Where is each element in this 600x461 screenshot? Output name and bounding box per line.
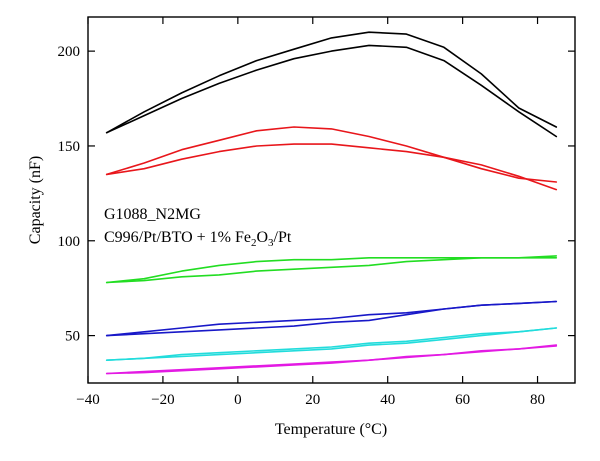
x-tick-labels: −40 −20 0 20 40 60 80	[76, 392, 545, 408]
annotation-stack-part3: /Pt	[274, 229, 292, 246]
annotation-stack: C996/Pt/BTO + 1% Fe2O3/Pt	[104, 229, 292, 249]
x-tick-label: 20	[305, 392, 320, 408]
y-axis-label: Capacity (nF)	[27, 156, 44, 244]
series-line-8	[105, 300, 558, 337]
annotation-stack-sub1: 2	[251, 237, 257, 249]
series-line-3	[105, 126, 558, 183]
y-tick-label: 100	[58, 234, 81, 250]
series-line-5	[105, 255, 558, 284]
series-line-2	[105, 44, 558, 138]
annotation-stack-part1: C996/Pt/BTO + 1% Fe	[104, 229, 251, 246]
y-tick-label: 200	[58, 44, 81, 60]
series-line-6	[105, 256, 558, 284]
axis-ticks	[87, 17, 575, 383]
y-tick-labels: 50 100 150 200	[58, 44, 81, 344]
y-tick-label: 150	[58, 139, 81, 155]
annotation-stack-sub2: 3	[268, 237, 274, 249]
series-line-12	[105, 345, 558, 375]
series-line-9	[105, 327, 558, 362]
x-tick-label: 80	[530, 392, 545, 408]
x-tick-label: −40	[76, 392, 99, 408]
series-line-10	[105, 327, 558, 362]
series-line-7	[105, 300, 558, 337]
plot-frame	[87, 16, 576, 384]
x-tick-label: −20	[151, 392, 174, 408]
annotation-sample-id: G1088_N2MG	[104, 206, 201, 223]
series-line-4	[105, 143, 558, 191]
series-line-11	[105, 344, 558, 375]
x-axis-label: Temperature (°C)	[275, 421, 387, 438]
y-tick-label: 50	[65, 329, 80, 345]
annotation-stack-part2: O	[256, 229, 268, 246]
series-line-1	[105, 31, 558, 134]
x-tick-label: 40	[380, 392, 395, 408]
series-group	[105, 31, 558, 375]
x-tick-label: 60	[455, 392, 470, 408]
x-tick-label: 0	[234, 392, 242, 408]
